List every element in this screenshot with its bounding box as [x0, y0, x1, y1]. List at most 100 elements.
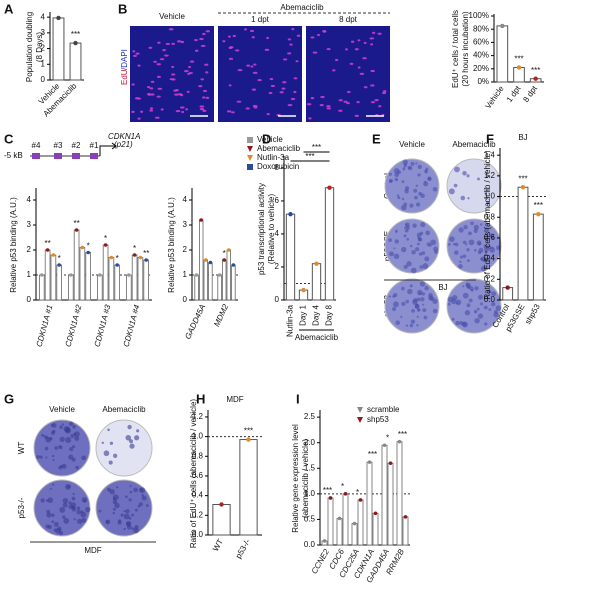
colony: [46, 499, 49, 502]
label: 4: [27, 195, 32, 204]
label: 0.2: [484, 274, 496, 283]
nucleus: [308, 117, 312, 120]
colony: [454, 250, 459, 255]
colony: [75, 465, 80, 470]
colony: [473, 224, 479, 231]
label: 1.5: [304, 463, 316, 472]
nucleus: [171, 42, 175, 45]
label: (p21): [114, 140, 133, 149]
colony: [449, 236, 455, 243]
colony: [428, 295, 434, 301]
nucleus: [357, 39, 361, 42]
nucleus: [202, 32, 206, 36]
nucleus: [156, 95, 161, 98]
colony: [393, 301, 399, 308]
label: ***: [514, 55, 523, 64]
point: [227, 248, 231, 252]
nucleus: [338, 109, 343, 112]
colony: [393, 292, 398, 297]
tss-arrow: [99, 142, 117, 156]
colony: [416, 308, 421, 312]
nucleus: [354, 114, 360, 117]
label: 1 dpt: [505, 84, 523, 104]
colony: [72, 424, 76, 429]
colony: [476, 307, 480, 311]
nucleus: [199, 105, 205, 108]
label: Ratio of EdU⁺ cells (abemaciclib / vehic…: [483, 150, 492, 300]
label: Doxorubicin: [257, 162, 299, 171]
bar: [226, 249, 231, 301]
label: Relative p53 binding (A.U.): [9, 197, 18, 293]
bar: [102, 244, 109, 301]
nucleus: [287, 38, 292, 41]
colony: [120, 513, 124, 517]
colony: [470, 221, 474, 226]
colony: [125, 495, 128, 499]
colony: [51, 454, 55, 458]
label: ***: [312, 143, 321, 152]
site: [90, 153, 98, 159]
micrograph: [218, 26, 302, 122]
colony: [59, 506, 66, 513]
colony: [139, 487, 146, 494]
colony: [483, 305, 488, 310]
bar: [496, 25, 509, 83]
colony: [414, 195, 418, 200]
label: 0.4: [484, 254, 496, 263]
label: Day 8: [325, 304, 334, 325]
nucleus: [320, 95, 325, 99]
label: (8 Days): [35, 32, 44, 63]
colony: [421, 251, 426, 255]
nucleus: [322, 30, 327, 33]
point: [98, 273, 102, 277]
point: [343, 492, 348, 496]
nucleus: [202, 96, 206, 99]
nucleus: [338, 99, 343, 102]
colony: [474, 248, 477, 252]
colony: [416, 315, 419, 318]
colony: [473, 229, 478, 234]
colony: [125, 509, 130, 514]
colony: [409, 323, 414, 328]
label: 2: [27, 245, 32, 254]
nucleus: [177, 93, 183, 96]
label: A: [4, 1, 14, 16]
point: [51, 253, 56, 257]
nucleus: [200, 78, 204, 81]
colony: [477, 313, 484, 319]
label: ***: [244, 427, 253, 436]
nucleus: [184, 70, 189, 73]
nucleus: [370, 84, 375, 87]
colony: [394, 239, 399, 244]
colony: [463, 225, 468, 230]
colony: [62, 515, 66, 519]
colony: [455, 299, 462, 306]
colony: [101, 441, 104, 445]
nucleus: [186, 90, 190, 93]
colony: [400, 315, 403, 318]
label: 3: [183, 220, 188, 229]
colony: [424, 285, 429, 291]
legend-marker: [247, 146, 253, 152]
nucleus: [363, 86, 368, 89]
bar: [69, 42, 82, 81]
colony: [51, 513, 55, 517]
colony: [396, 194, 400, 197]
colony: [418, 292, 422, 295]
bar: [212, 503, 231, 536]
point: [388, 461, 393, 465]
nucleus: [306, 103, 312, 106]
colony: [59, 436, 65, 443]
bar: [198, 219, 204, 301]
colony: [468, 239, 475, 246]
legend-marker: [247, 137, 253, 143]
nucleus: [236, 100, 242, 103]
colony: [61, 463, 67, 469]
colony: [36, 454, 40, 459]
nucleus: [194, 49, 199, 52]
colony: [68, 501, 72, 505]
site: [54, 153, 62, 159]
colony: [491, 246, 494, 249]
bar: [194, 274, 199, 301]
label: G: [4, 391, 14, 406]
